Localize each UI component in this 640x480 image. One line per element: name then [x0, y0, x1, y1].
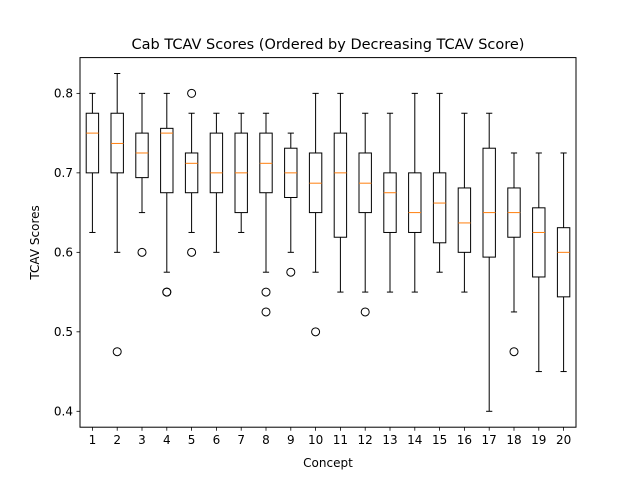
box-concept-5 — [184, 88, 199, 257]
x-tick-label: 6 — [213, 433, 221, 447]
box-iqr — [383, 172, 397, 233]
x-tick-label: 19 — [531, 433, 546, 447]
box-concept-11 — [333, 92, 348, 293]
box-concept-14 — [408, 92, 422, 293]
box-concept-2 — [110, 72, 124, 357]
outlier-point — [509, 347, 519, 357]
x-tick-label: 18 — [506, 433, 521, 447]
box-concept-4 — [160, 92, 174, 297]
outlier-point — [261, 307, 271, 317]
x-tick-label: 13 — [382, 433, 397, 447]
box-iqr — [160, 127, 174, 194]
x-tick-label: 8 — [262, 433, 270, 447]
plot-area — [85, 72, 571, 412]
outlier-point — [261, 287, 271, 297]
y-tick-label: 0.7 — [54, 166, 73, 180]
box-concept-12 — [358, 112, 372, 317]
box-iqr — [184, 152, 199, 194]
box-iqr — [135, 132, 149, 179]
box-concept-20 — [556, 152, 571, 373]
box-iqr — [457, 187, 472, 253]
box-concept-9 — [284, 132, 298, 277]
box-iqr — [432, 172, 447, 244]
outlier-point — [360, 307, 370, 317]
box-iqr — [209, 132, 224, 194]
box-iqr — [532, 207, 546, 278]
y-axis: 0.4 0.5 0.6 0.7 0.8 — [54, 87, 80, 419]
box-concept-8 — [259, 112, 273, 317]
x-tick-label: 11 — [333, 433, 348, 447]
x-tick-label: 10 — [308, 433, 323, 447]
box-concept-6 — [209, 112, 224, 253]
outlier-point — [187, 88, 197, 98]
y-tick-label: 0.8 — [54, 87, 73, 101]
x-axis-label: Concept — [303, 456, 353, 470]
box-iqr — [408, 172, 422, 233]
box-iqr — [333, 132, 348, 238]
outlier-point — [286, 267, 296, 277]
x-tick-label: 4 — [163, 433, 171, 447]
box-iqr — [482, 147, 496, 258]
y-tick-label: 0.5 — [54, 325, 73, 339]
box-concept-19 — [532, 152, 546, 373]
y-tick-label: 0.4 — [54, 405, 73, 419]
outlier-point — [187, 247, 197, 257]
x-tick-label: 15 — [432, 433, 447, 447]
x-tick-label: 17 — [482, 433, 497, 447]
box-concept-13 — [383, 112, 397, 293]
box-concept-1 — [85, 92, 100, 233]
outlier-point — [112, 347, 122, 357]
box-concept-17 — [482, 112, 496, 412]
box-concept-3 — [135, 92, 149, 257]
x-tick-label: 16 — [457, 433, 472, 447]
x-tick-label: 20 — [556, 433, 571, 447]
box-concept-16 — [457, 112, 472, 293]
x-tick-label: 2 — [113, 433, 121, 447]
box-concept-7 — [234, 112, 248, 233]
box-concept-18 — [507, 152, 521, 357]
x-tick-label: 14 — [407, 433, 422, 447]
y-tick-label: 0.6 — [54, 246, 73, 260]
chart-title: Cab TCAV Scores (Ordered by Decreasing T… — [132, 37, 525, 53]
outlier-point — [137, 247, 147, 257]
x-tick-label: 7 — [237, 433, 245, 447]
plot-frame — [79, 57, 577, 428]
x-tick-label: 3 — [138, 433, 146, 447]
x-tick-label: 9 — [287, 433, 295, 447]
box-iqr — [85, 112, 100, 174]
y-axis-label: TCAV Scores — [28, 205, 42, 280]
x-axis: 1 2 3 4 5 6 7 8 9 10 11 12 13 14 15 16 17 18 19 20 — [89, 427, 571, 447]
outlier-point — [311, 327, 321, 337]
x-tick-label: 12 — [358, 433, 373, 447]
x-tick-label: 1 — [89, 433, 97, 447]
outlier-point — [162, 287, 172, 297]
box-concept-10 — [308, 92, 323, 337]
box-concept-15 — [432, 92, 447, 273]
x-tick-label: 5 — [188, 433, 196, 447]
box-iqr — [556, 227, 571, 298]
